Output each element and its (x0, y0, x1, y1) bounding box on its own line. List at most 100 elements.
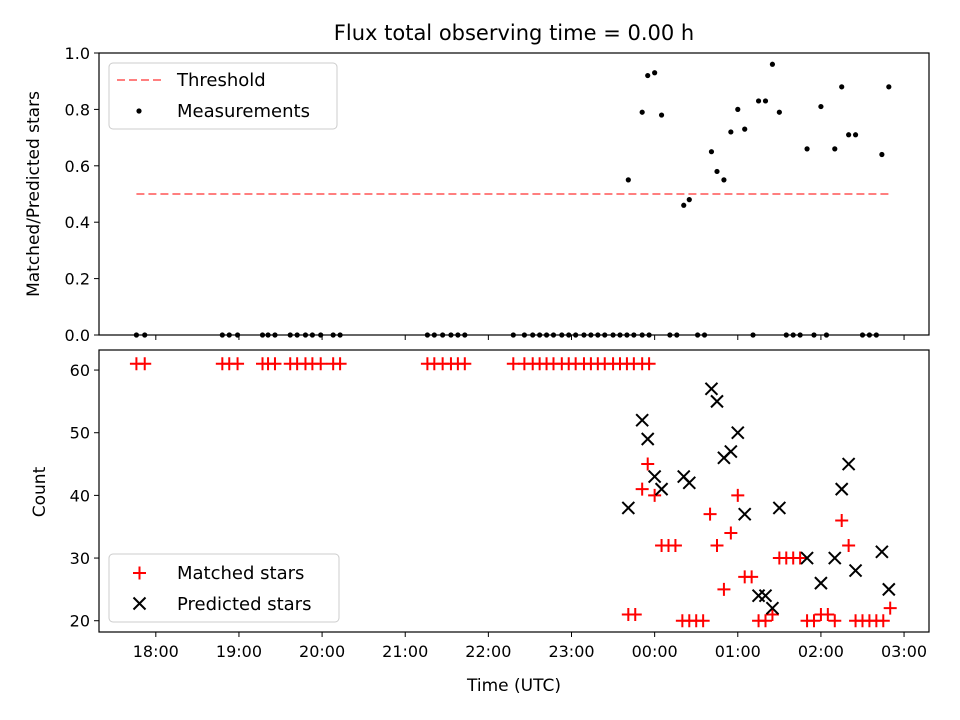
matched-star-marker (835, 513, 849, 527)
measurement-point (681, 202, 687, 208)
measurements-legend-swatch (136, 108, 142, 114)
top-legend-box (108, 62, 338, 130)
matched-star-marker (731, 488, 745, 502)
predicted-star-marker (738, 507, 752, 521)
matched-star-marker (641, 457, 655, 471)
matched-star-marker (724, 526, 738, 540)
top-plot-area: 0.0 0.2 0.4 0.6 0.8 1.0 (65, 44, 905, 345)
bottom-ytick-label: 60 (70, 361, 90, 380)
predicted-star-marker (841, 457, 856, 471)
matched-star-marker (745, 570, 759, 584)
matched-star-marker (648, 488, 662, 502)
predicted-star-marker (635, 413, 649, 427)
predicted-star-marker (731, 426, 745, 440)
measurement-point (804, 146, 810, 152)
bottom-plot-area: 20 30 40 50 60 18:00 19:00 20:00 21:00 22:00 23:00… (70, 357, 927, 661)
bottom-xtick-label: 18:00 (133, 642, 179, 661)
matched-star-marker (758, 614, 772, 628)
measurement-point (742, 126, 748, 132)
predicted-star-marker (647, 469, 662, 484)
measurement-point (818, 103, 824, 110)
matched-star-marker (138, 357, 152, 371)
bottom-xtick-label: 03:00 (881, 642, 927, 661)
top-legend: Threshold Measurements (108, 62, 338, 130)
top-ytick-label: 0.6 (65, 157, 90, 176)
predicted-star-marker (704, 382, 719, 396)
measurement-point (762, 98, 769, 104)
predicted-star-marker (710, 394, 724, 409)
matched-star-marker (842, 539, 856, 553)
matched-star-marker (333, 357, 347, 371)
bottom-panel: Count Time (UTC) 20 30 40 50 60 18:00 19:00 20:… (30, 349, 930, 696)
measurement-point (708, 149, 715, 155)
predicted-star-marker (765, 601, 780, 615)
matched-star-marker (703, 507, 717, 521)
predicted-star-marker (875, 545, 889, 559)
matched-star-marker (876, 614, 890, 628)
matched-legend-label: Matched stars (177, 563, 304, 584)
bottom-xlabel: Time (UTC) (466, 676, 561, 696)
bottom-xtick-label: 23:00 (548, 642, 594, 661)
measurement-point (652, 70, 658, 76)
measurement-point (645, 72, 651, 79)
top-ytick-label: 0.2 (65, 270, 90, 289)
matched-star-marker (828, 614, 842, 628)
predicted-star-marker (772, 501, 787, 515)
measurement-point (625, 177, 631, 183)
predicted-star-marker (758, 588, 773, 603)
matched-star-marker (717, 582, 731, 596)
matched-star-marker (314, 357, 328, 371)
matched-star-marker (710, 539, 724, 553)
predicted-star-marker (814, 576, 828, 590)
measurement-point (714, 168, 720, 175)
bottom-axes-frame (98, 349, 930, 633)
measurement-point (686, 197, 692, 203)
measurement-point (755, 98, 762, 104)
measurement-point (735, 106, 741, 112)
matched-legend-swatch (133, 566, 146, 580)
bottom-xtick-label: 02:00 (798, 642, 844, 661)
threshold-legend-label: Threshold (176, 70, 266, 91)
bottom-legend: Matched stars Predicted stars (108, 553, 340, 623)
measurement-point (639, 109, 645, 115)
matched-star-marker (793, 551, 807, 565)
top-title: Flux total observing time = 0.00 h (334, 21, 694, 45)
measurements-legend-label: Measurements (177, 101, 310, 122)
predicted-star-marker (621, 501, 636, 515)
predicted-star-marker (641, 432, 655, 446)
bottom-legend-box (108, 553, 340, 623)
bottom-xtick-label: 00:00 (632, 642, 678, 661)
matched-star-marker (642, 357, 656, 371)
predicted-legend-swatch (132, 596, 147, 611)
matched-star-marker (883, 601, 897, 615)
top-ytick-label: 1.0 (65, 44, 90, 63)
matched-star-marker (765, 607, 779, 621)
measurement-point (728, 129, 734, 135)
measurement-point (769, 61, 776, 67)
measurement-point (721, 177, 727, 183)
measurement-point (776, 109, 782, 115)
top-axes-frame (98, 52, 930, 336)
predicted-star-marker (654, 482, 669, 496)
matched-star-marker (696, 614, 710, 628)
top-panel: Flux total observing time = 0.00 h Match… (24, 21, 930, 345)
measurement-point (832, 146, 838, 152)
measurement-point (886, 84, 892, 90)
predicted-star-marker (724, 444, 738, 459)
top-ytick-label: 0.0 (65, 326, 90, 345)
predicted-star-marker (800, 551, 814, 565)
matched-star-marker (668, 539, 682, 553)
bottom-xtick-label: 19:00 (216, 642, 262, 661)
bottom-ylabel: Count (30, 466, 50, 517)
top-ytick-label: 0.4 (65, 213, 90, 232)
measurement-point (658, 112, 665, 118)
predicted-star-marker (882, 582, 896, 597)
top-ytick-label: 0.8 (65, 100, 90, 119)
bottom-ytick-label: 40 (70, 486, 90, 505)
predicted-star-marker (848, 563, 863, 578)
bottom-ytick-label: 50 (70, 424, 90, 443)
matched-star-marker (628, 607, 642, 621)
matched-star-marker (268, 357, 282, 371)
matched-star-marker (231, 357, 245, 371)
